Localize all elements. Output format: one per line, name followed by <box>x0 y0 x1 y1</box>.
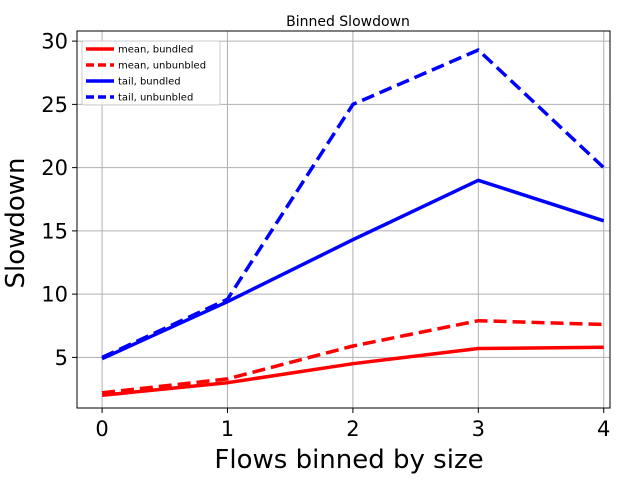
y-tick-label: 30 <box>41 30 68 54</box>
series-line-3 <box>101 178 605 361</box>
y-tick-label: 10 <box>41 283 68 307</box>
x-tick-label: 1 <box>221 417 234 441</box>
legend-label: tail, unbunbled <box>118 93 193 104</box>
x-tick-label: 3 <box>472 417 485 441</box>
legend-box <box>81 40 221 106</box>
series-layer <box>101 48 605 398</box>
ticks: 0 1 2 3 4 5 10 15 20 25 30 <box>41 30 610 441</box>
chart-title: Binned Slowdown <box>286 14 410 30</box>
y-tick-label: 15 <box>41 219 68 243</box>
legend-label: tail, bundled <box>118 77 181 88</box>
series-line-4 <box>101 48 605 359</box>
legend-label: mean, bundled <box>118 45 193 56</box>
x-tick-label: 0 <box>95 417 108 441</box>
y-tick-label: 5 <box>55 346 68 370</box>
plot-frame <box>76 30 611 409</box>
series-line-2 <box>101 318 604 395</box>
legend: mean, bundled mean, unbunbled tail, bundle… <box>81 40 221 106</box>
y-tick-label: 20 <box>41 156 68 180</box>
y-axis-label: Slowdown <box>1 157 31 288</box>
y-tick-label: 25 <box>41 93 68 117</box>
x-axis-label: Flows binned by size <box>214 445 483 475</box>
legend-label: mean, unbunbled <box>118 61 206 72</box>
x-tick-label: 4 <box>597 417 610 441</box>
series-line-1 <box>101 345 604 398</box>
x-tick-label: 2 <box>346 417 359 441</box>
